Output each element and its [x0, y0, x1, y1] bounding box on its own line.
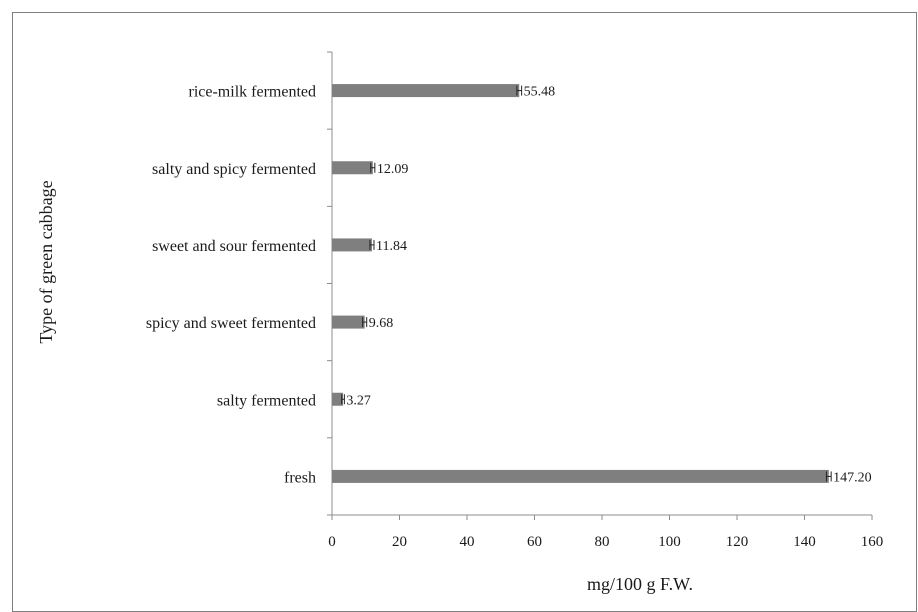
bar — [332, 238, 372, 252]
x-tick-label: 120 — [726, 534, 749, 550]
category-label: fresh — [284, 469, 316, 486]
category-label: salty and spicy fermented — [152, 161, 316, 178]
data-label: 147.20 — [833, 470, 872, 485]
x-tick-label: 100 — [658, 534, 681, 550]
data-label: 9.68 — [369, 316, 394, 331]
x-axis-title: mg/100 g F.W. — [587, 574, 693, 594]
x-tick-label: 140 — [793, 534, 816, 550]
bar-chart: Type of green cabbage mg/100 g F.W. 0 20 4… — [36, 51, 884, 594]
y-axis-title: Type of green cabbage — [36, 180, 56, 343]
x-tick-label: 80 — [595, 534, 610, 550]
bar — [332, 84, 520, 98]
category-label: sweet and sour fermented — [152, 238, 316, 255]
data-label: 3.27 — [346, 393, 371, 408]
category-label: rice-milk fermented — [189, 84, 317, 101]
data-label: 11.84 — [376, 239, 407, 254]
x-tick-label: 60 — [527, 534, 542, 550]
data-label: 12.09 — [377, 162, 409, 177]
bar — [332, 315, 365, 329]
bar — [332, 392, 344, 406]
x-tick-label: 40 — [460, 534, 475, 550]
bar — [332, 469, 829, 483]
bar — [332, 161, 373, 175]
x-tick-label: 0 — [328, 534, 336, 550]
chart-frame — [12, 12, 917, 612]
x-tick-label: 20 — [392, 534, 407, 550]
category-label: spicy and sweet fermented — [146, 315, 316, 332]
x-tick-label: 160 — [861, 534, 884, 550]
category-label: salty fermented — [217, 392, 316, 409]
data-label: 55.48 — [524, 85, 556, 100]
